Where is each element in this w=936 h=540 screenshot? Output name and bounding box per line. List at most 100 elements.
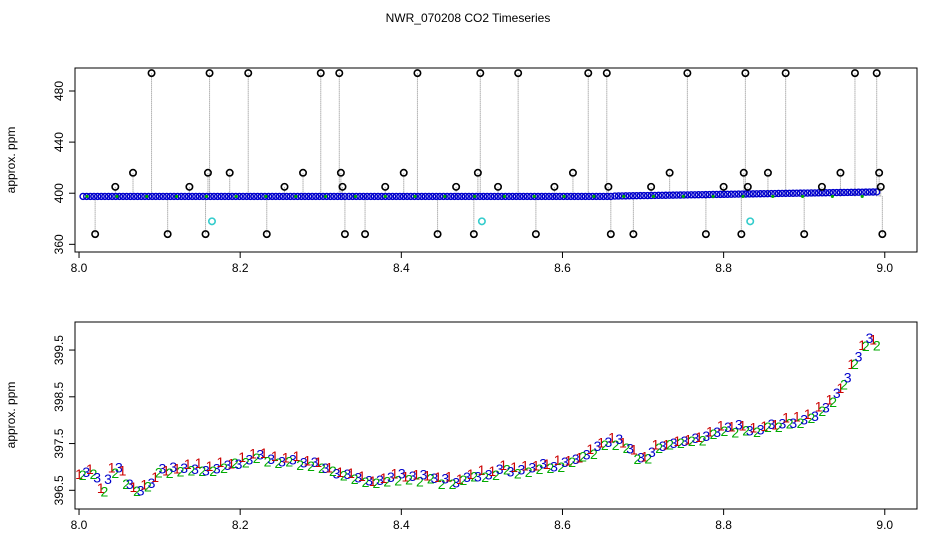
- baseline-point: [97, 192, 105, 201]
- bottom-x-tick-label: 8.6: [554, 518, 571, 532]
- spike-point: [604, 182, 613, 191]
- series-marker: 3: [191, 461, 199, 477]
- baseline-accent-point: [264, 194, 268, 199]
- baseline-point: [352, 192, 360, 201]
- baseline-point: [516, 192, 524, 201]
- bottom-data-marks: 1231231231231231231231231231231231231231…: [75, 330, 881, 499]
- bottom-y-tick-label: 398.5: [52, 381, 66, 411]
- baseline-accent-point: [323, 194, 328, 199]
- top-data-marks: [79, 69, 887, 239]
- series-marker: 1: [706, 424, 714, 440]
- series-marker: 2: [449, 476, 457, 492]
- baseline-point: [687, 191, 695, 199]
- baseline-point: [417, 192, 426, 201]
- series-marker: 2: [307, 458, 315, 474]
- series-marker: 3: [93, 469, 101, 485]
- series-marker: 1: [597, 434, 605, 450]
- spike-point: [763, 168, 772, 177]
- series-marker: 3: [278, 454, 286, 470]
- baseline-accent-point: [800, 194, 805, 199]
- baseline-point: [512, 192, 520, 201]
- series-marker: 1: [271, 448, 279, 464]
- series-marker: 2: [840, 376, 848, 392]
- series-marker: 1: [184, 456, 192, 472]
- baseline-point: [771, 189, 779, 198]
- series-marker: 3: [496, 461, 504, 477]
- baseline-point: [272, 192, 280, 201]
- series-marker: 2: [427, 470, 435, 486]
- baseline-point: [388, 192, 397, 201]
- baseline-point: [454, 192, 462, 201]
- series-marker: 3: [430, 470, 438, 486]
- baseline-point: [112, 192, 120, 201]
- series-marker: 1: [238, 449, 246, 465]
- series-marker: 1: [793, 409, 801, 425]
- series-marker: 2: [285, 453, 293, 469]
- baseline-point: [345, 192, 353, 201]
- baseline-point: [210, 192, 218, 201]
- spike-point: [299, 168, 308, 177]
- baseline-accent-point: [383, 194, 387, 199]
- series-marker: 1: [858, 337, 866, 353]
- cyan-point: [207, 217, 216, 226]
- series-marker: 1: [119, 463, 127, 479]
- baseline-point: [188, 192, 196, 201]
- series-marker: 1: [565, 452, 573, 468]
- spike-point: [817, 182, 826, 191]
- spike-point: [205, 69, 214, 78]
- baseline-point: [705, 190, 714, 199]
- bottom-x-tick-label: 8.0: [71, 518, 88, 532]
- series-marker: 1: [739, 417, 747, 433]
- bottom-x-tick-label: 8.2: [232, 518, 249, 532]
- baseline-accent-point: [413, 194, 417, 199]
- baseline-point: [654, 191, 663, 200]
- baseline-point: [782, 189, 790, 198]
- bottom-y-axis: 396.5 397.5 398.5 399.5: [52, 335, 76, 505]
- series-marker: 3: [605, 434, 613, 450]
- baseline-point: [760, 190, 768, 198]
- baseline-point: [421, 192, 430, 201]
- series-marker: 2: [394, 472, 402, 488]
- series-marker: 2: [775, 419, 783, 435]
- series-marker: 1: [75, 466, 83, 482]
- series-marker: 3: [354, 469, 362, 485]
- series-marker: 1: [412, 466, 420, 482]
- series-marker: 3: [420, 466, 428, 482]
- series-marker: 2: [470, 468, 478, 484]
- baseline-point: [523, 192, 531, 201]
- baseline-point: [632, 191, 641, 200]
- series-marker: 2: [742, 423, 750, 439]
- baseline-accent-point: [174, 194, 179, 199]
- series-marker: 2: [568, 454, 576, 470]
- baseline-point: [192, 192, 200, 201]
- series-marker: 3: [126, 476, 134, 492]
- series-marker: 2: [818, 403, 826, 419]
- baseline-point: [217, 192, 225, 201]
- baseline-accent-point: [711, 194, 715, 199]
- series-marker: 3: [789, 415, 797, 431]
- series-marker: 1: [532, 457, 540, 473]
- spike-point: [163, 230, 172, 239]
- series-marker: 1: [293, 448, 301, 464]
- baseline-point: [530, 192, 539, 201]
- baseline-accent-point: [771, 194, 775, 199]
- baseline-point: [727, 190, 735, 198]
- series-marker: 3: [224, 457, 232, 473]
- baseline-point: [843, 188, 852, 197]
- series-marker: 2: [144, 479, 152, 495]
- series-marker: 2: [264, 453, 272, 469]
- series-marker: 3: [844, 369, 852, 385]
- baseline-point: [396, 192, 404, 201]
- baseline-point: [333, 192, 342, 201]
- series-marker: 2: [721, 423, 729, 439]
- series-marker: 1: [304, 452, 312, 468]
- baseline-point: [567, 192, 575, 201]
- bottom-x-tick-label: 8.4: [393, 518, 410, 532]
- baseline-point: [792, 189, 801, 197]
- series-marker: 3: [202, 462, 210, 478]
- baseline-point: [268, 192, 276, 201]
- series-marker: 2: [829, 394, 837, 410]
- series-marker: 3: [833, 385, 841, 401]
- baseline-accent-point: [830, 194, 834, 199]
